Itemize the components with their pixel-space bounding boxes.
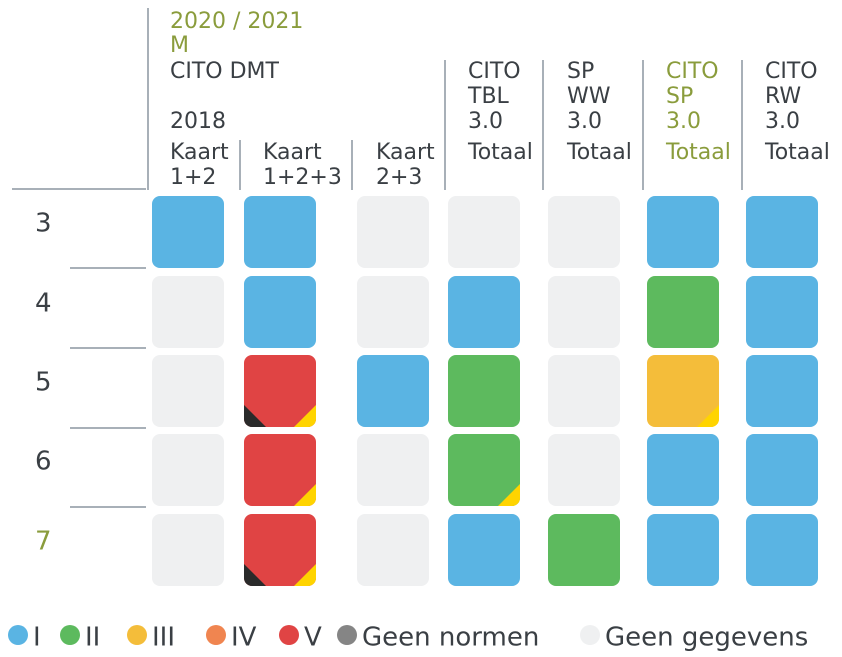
score-cell [448, 514, 520, 586]
column-header: 3.0 [567, 109, 602, 134]
score-cell [746, 196, 818, 268]
score-cell [448, 276, 520, 348]
column-header: 1+2 [170, 165, 216, 190]
legend-label: III [152, 623, 175, 653]
column-header: 3.0 [666, 109, 701, 134]
corner-flag [697, 405, 719, 427]
score-cell [548, 276, 620, 348]
legend-swatch [580, 625, 600, 645]
score-cell [244, 434, 316, 506]
row-label: 4 [35, 289, 52, 319]
legend-label: II [85, 623, 100, 653]
legend-swatch [8, 625, 28, 645]
score-cell [448, 355, 520, 427]
score-cell [548, 514, 620, 586]
column-header: 1+2+3 [263, 165, 342, 190]
score-cell [244, 276, 316, 348]
column-header: Totaal [467, 140, 533, 165]
column-header: Totaal [665, 140, 731, 165]
score-cell [357, 355, 429, 427]
score-cell [244, 514, 316, 586]
grid-lines [12, 8, 743, 508]
score-cell [152, 434, 224, 506]
column-header: WW [567, 84, 611, 109]
score-cell [746, 276, 818, 348]
column-header: SP [666, 84, 693, 109]
corner-flag [294, 405, 316, 427]
score-cell [152, 276, 224, 348]
column-header: 2+3 [376, 165, 422, 190]
score-cell [357, 276, 429, 348]
score-cell [647, 276, 719, 348]
score-cell [548, 196, 620, 268]
column-header: CITO [666, 59, 719, 84]
corner-flag [244, 564, 266, 586]
legend-label: Geen gegevens [605, 623, 808, 653]
legend-swatch [337, 625, 357, 645]
score-cell [746, 355, 818, 427]
score-cell [548, 434, 620, 506]
row-label: 6 [35, 447, 52, 477]
legend-label: Geen normen [362, 623, 539, 653]
corner-flag [294, 484, 316, 506]
legend-label: IV [231, 623, 257, 653]
score-cell [357, 514, 429, 586]
score-cell [152, 196, 224, 268]
score-cell [647, 514, 719, 586]
column-header: Totaal [566, 140, 632, 165]
corner-flag [498, 484, 520, 506]
column-header: SP [567, 59, 594, 84]
score-cell [647, 196, 719, 268]
row-label: 5 [35, 368, 52, 398]
corner-flag [244, 405, 266, 427]
score-cell [448, 434, 520, 506]
corner-flag [294, 564, 316, 586]
column-header: 3.0 [765, 109, 800, 134]
column-header: Totaal [764, 140, 830, 165]
row-label: 7 [35, 527, 52, 557]
score-cell [357, 434, 429, 506]
column-header: CITO [765, 59, 818, 84]
score-cell [746, 434, 818, 506]
score-cell [244, 196, 316, 268]
legend-swatch [206, 625, 226, 645]
group: CITO DMT [170, 59, 280, 84]
score-cell [152, 514, 224, 586]
legend-label: I [33, 623, 41, 653]
row-label: 3 [35, 209, 52, 239]
column-header: Kaart [376, 140, 435, 165]
score-cell [244, 355, 316, 427]
legend-label: V [304, 623, 322, 653]
score-cell [448, 196, 520, 268]
legend-swatch [279, 625, 299, 645]
period-sub: M [170, 33, 189, 58]
group-year: 2018 [170, 109, 226, 134]
score-cell [647, 355, 719, 427]
legend-swatch [127, 625, 147, 645]
column-header: Kaart [263, 140, 322, 165]
column-header: RW [765, 84, 801, 109]
column-header: CITO [468, 59, 521, 84]
score-cell [357, 196, 429, 268]
score-cell [548, 355, 620, 427]
score-cell [152, 355, 224, 427]
column-header: TBL [467, 84, 510, 109]
column-header: 3.0 [468, 109, 503, 134]
legend-swatch [60, 625, 80, 645]
column-header: Kaart [170, 140, 229, 165]
period: 2020 / 2021 [170, 9, 303, 34]
score-cell [647, 434, 719, 506]
score-cell [746, 514, 818, 586]
